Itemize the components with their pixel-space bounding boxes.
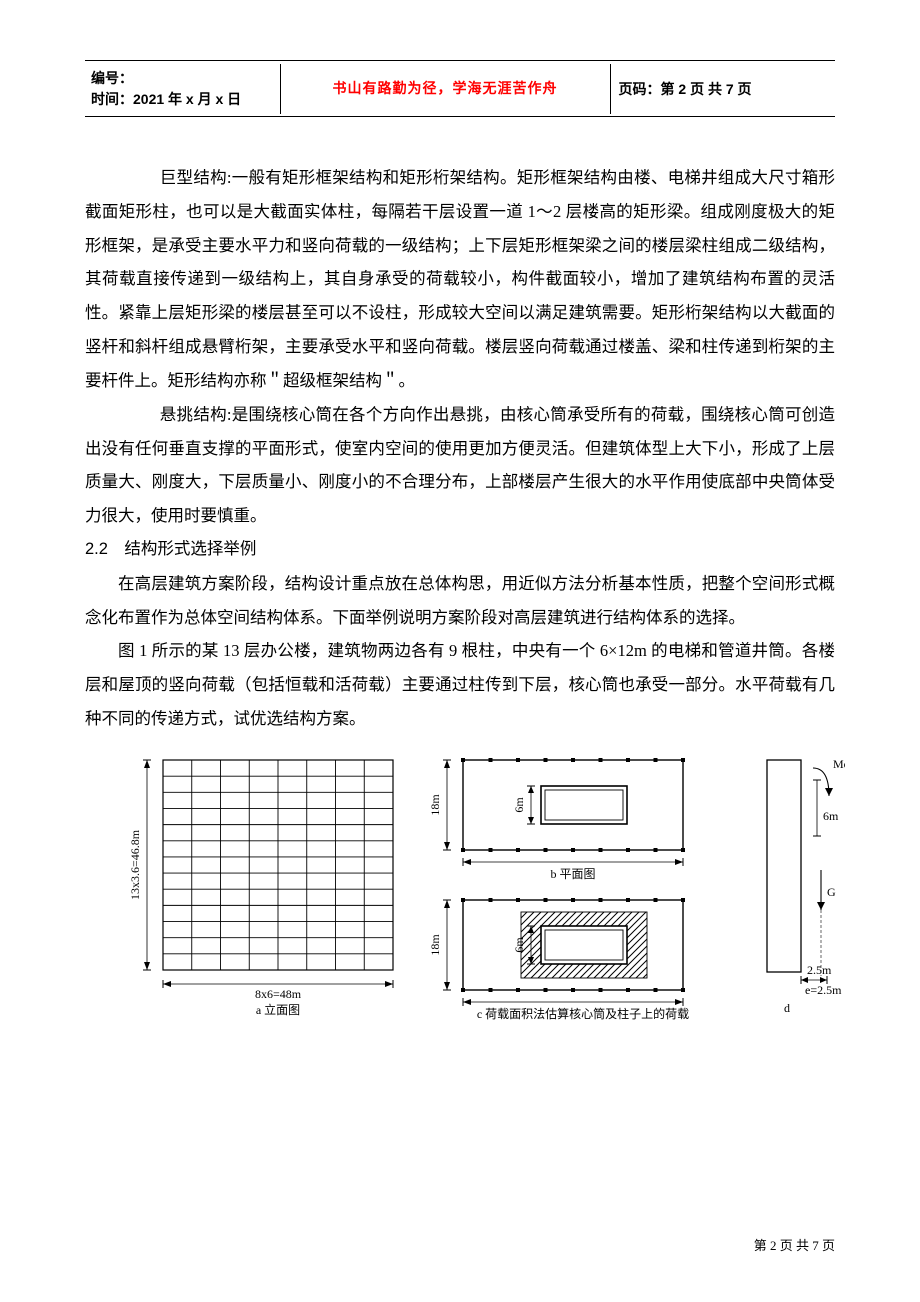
label-g: G (827, 885, 836, 899)
caption-d: d (784, 1001, 790, 1015)
dim-vert-a: 13x3.6=46.8m (128, 829, 142, 900)
header-left-cell: 编号： 时间：2021 年 x 月 x 日 (85, 64, 280, 114)
dim-6m-d: 6m (823, 809, 839, 823)
dim-18m-c: 18m (428, 933, 442, 955)
rule-below-header (85, 116, 835, 117)
doc-number-label: 编号： (91, 68, 272, 89)
dim-18m-b: 18m (428, 793, 442, 815)
header-page-label: 页码：第 2 页 共 7 页 (610, 64, 835, 114)
figure-1-svg: 13x3.6=46.8m 8x6=48m a 立面图 (85, 742, 845, 1042)
caption-c: c 荷载面积法估算核心筒及柱子上的荷载 (477, 1006, 689, 1021)
paragraph-cantilever-structure: 悬挑结构:是围绕核心筒在各个方向作出悬挑，由核心筒承受所有的荷载，围绕核心筒可创… (85, 398, 835, 533)
figure-1: 13x3.6=46.8m 8x6=48m a 立面图 (85, 742, 835, 1047)
dim-6m-b: 6m (512, 796, 526, 812)
rule-top (85, 60, 835, 61)
dim-horiz-a: 8x6=48m (255, 987, 302, 1001)
subfig-a-elevation: 13x3.6=46.8m 8x6=48m a 立面图 (128, 760, 393, 1017)
subfig-d-forces: Mov 6m G 2.5m e=2.5m d (767, 757, 845, 1015)
paragraph-scheme-stage: 在高层建筑方案阶段，结构设计重点放在总体构思，用近似方法分析基本性质，把整个空间… (85, 567, 835, 635)
label-mov: Mov (833, 757, 845, 771)
header-table: 编号： 时间：2021 年 x 月 x 日 书山有路勤为径，学海无涯苦作舟 页码… (85, 64, 835, 114)
subfig-b-plan: 18m 6m b 平面图 (428, 758, 685, 881)
header-motto: 书山有路勤为径，学海无涯苦作舟 (280, 64, 610, 114)
paragraph-figure-1-desc: 图 1 所示的某 13 层办公楼，建筑物两边各有 9 根柱，中央有一个 6×12… (85, 634, 835, 735)
section-heading-2-2: 2.2 结构形式选择举例 (85, 533, 835, 567)
caption-b: b 平面图 (550, 867, 595, 881)
caption-a: a 立面图 (256, 1002, 300, 1017)
doc-time-label: 时间：2021 年 x 月 x 日 (91, 89, 272, 110)
dim-e-eq: e=2.5m (805, 983, 842, 997)
dim-2-5m: 2.5m (807, 963, 832, 977)
paragraph-giant-structure: 巨型结构:一般有矩形框架结构和矩形桁架结构。矩形框架结构由楼、电梯井组成大尺寸箱… (85, 161, 835, 398)
page: 编号： 时间：2021 年 x 月 x 日 书山有路勤为径，学海无涯苦作舟 页码… (0, 0, 920, 1302)
dim-6m-c: 6m (512, 936, 526, 952)
page-footer: 第 2 页 共 7 页 (754, 1235, 835, 1254)
body-text: 巨型结构:一般有矩形框架结构和矩形桁架结构。矩形框架结构由楼、电梯井组成大尺寸箱… (85, 161, 835, 736)
subfig-c-load-area: 18m 6m c 荷载面积法估算核心筒及柱子上的荷载 (428, 898, 689, 1021)
